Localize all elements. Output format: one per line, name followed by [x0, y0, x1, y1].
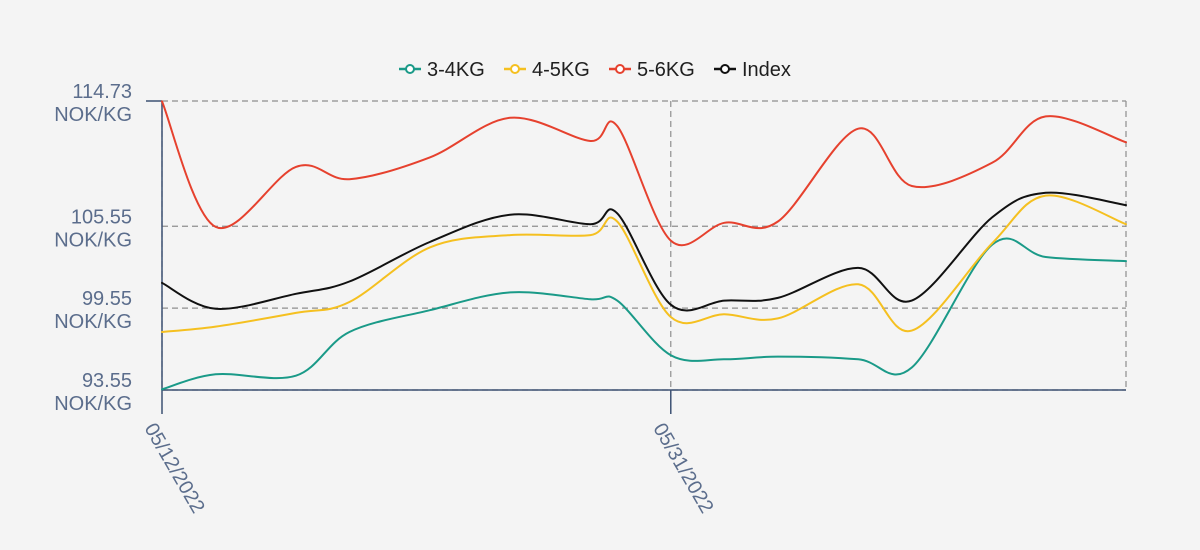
legend-label: 3-4KG [427, 59, 485, 81]
legend-item-index[interactable]: Index [714, 59, 791, 81]
legend-label: 4-5KG [532, 59, 590, 81]
x-tick-label: 05/12/2022 [140, 420, 209, 518]
legend-item-3-4kg[interactable]: 3-4KG [399, 59, 485, 81]
series-line-4-5kg [161, 194, 1127, 333]
y-tick-label: 105.55 [71, 206, 132, 228]
legend-item-4-5kg[interactable]: 4-5KG [504, 59, 590, 81]
y-tick-unit: NOK/KG [54, 229, 132, 251]
legend-circle-marker [510, 64, 520, 74]
series-layer [161, 100, 1127, 391]
series-line-index [161, 191, 1127, 312]
legend-circle-marker [405, 64, 415, 74]
x-tick-label: 05/31/2022 [648, 420, 717, 518]
y-tick-unit: NOK/KG [54, 311, 132, 333]
grid-layer [161, 100, 1127, 391]
legend-item-5-6kg[interactable]: 5-6KG [609, 59, 695, 81]
series-line-5-6kg [161, 100, 1127, 247]
legend-circle-marker [720, 64, 730, 74]
legend-label: 5-6KG [637, 59, 695, 81]
y-tick-label: 114.73 [72, 81, 132, 103]
legend-label: Index [742, 59, 791, 81]
y-tick-unit: NOK/KG [54, 104, 132, 126]
y-tick-label: 99.55 [82, 288, 132, 310]
legend-circle-marker [615, 64, 625, 74]
legend: 3-4KG 4-5KG 5-6KG Index [399, 59, 791, 81]
series-line-3-4kg [161, 237, 1127, 391]
y-tick-unit: NOK/KG [54, 393, 132, 415]
y-tick-label: 93.55 [82, 370, 132, 392]
